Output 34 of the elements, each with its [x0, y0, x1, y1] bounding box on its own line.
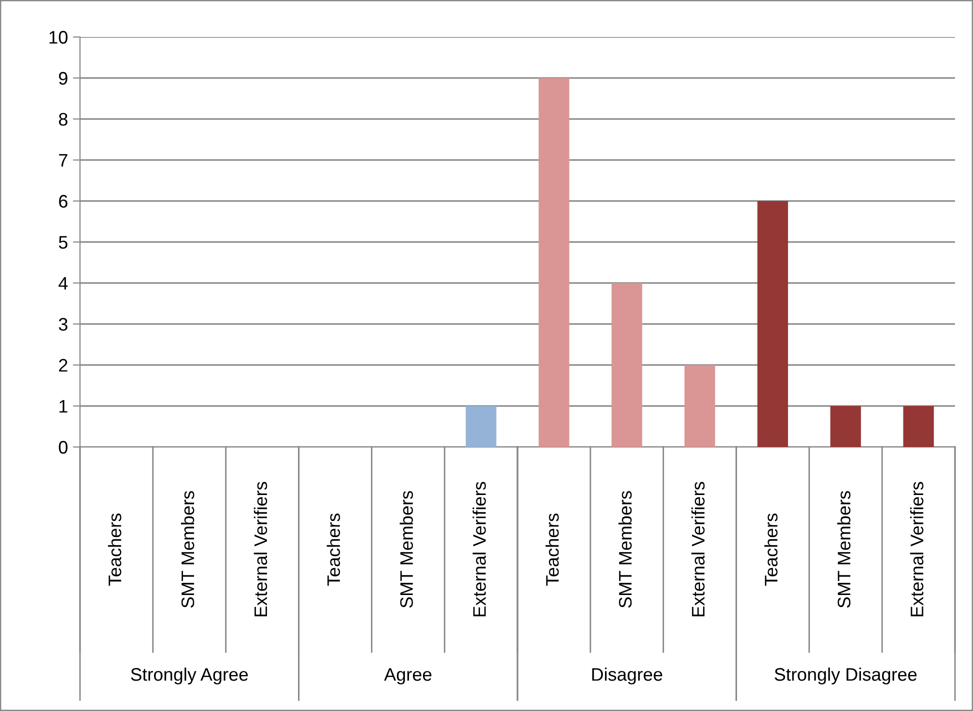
- y-tick-label: 7: [59, 154, 68, 167]
- x-tick-label: External Verifiers: [691, 482, 705, 616]
- x-tick-label: SMT Members: [837, 491, 850, 608]
- y-tick-label: 5: [58, 236, 68, 249]
- x-tick-label: SMT Members: [400, 491, 413, 608]
- x-tick-label: Teachers: [108, 514, 122, 586]
- text: Strongly Disagree: [774, 668, 917, 684]
- x-tick-label: SMT Members: [180, 491, 194, 608]
- bar: [757, 201, 788, 447]
- bar: [830, 406, 861, 447]
- x-tick-label: Teachers: [546, 514, 559, 586]
- text: Disagree: [592, 668, 662, 684]
- text: Agree: [384, 668, 432, 684]
- y-tick-label: 2: [59, 358, 68, 372]
- bar: [466, 406, 496, 447]
- y-tick-label: 4: [58, 277, 68, 290]
- text: Strongly Agree: [130, 668, 248, 684]
- x-tick-label: External Verifiers: [472, 482, 486, 616]
- bar: [903, 406, 934, 447]
- y-tick-label: 6: [59, 194, 68, 208]
- bar: [538, 78, 570, 447]
- x-tick-label: Teachers: [326, 514, 340, 586]
- y-tick-label: 8: [58, 112, 68, 126]
- x-tick-label: SMT Members: [618, 491, 632, 608]
- x-tick-label: External Verifiers: [254, 482, 268, 616]
- y-tick-label: 0: [58, 440, 68, 454]
- x-tick-label: External Verifiers: [910, 482, 924, 616]
- y-tick-label: 1: [60, 400, 68, 413]
- y-tick-label: 10: [49, 30, 68, 44]
- bar: [684, 365, 716, 447]
- x-tick-label: Teachers: [764, 514, 778, 586]
- y-tick-label: 9: [59, 72, 68, 85]
- bar: [612, 283, 642, 447]
- y-tick-label: 3: [58, 318, 68, 331]
